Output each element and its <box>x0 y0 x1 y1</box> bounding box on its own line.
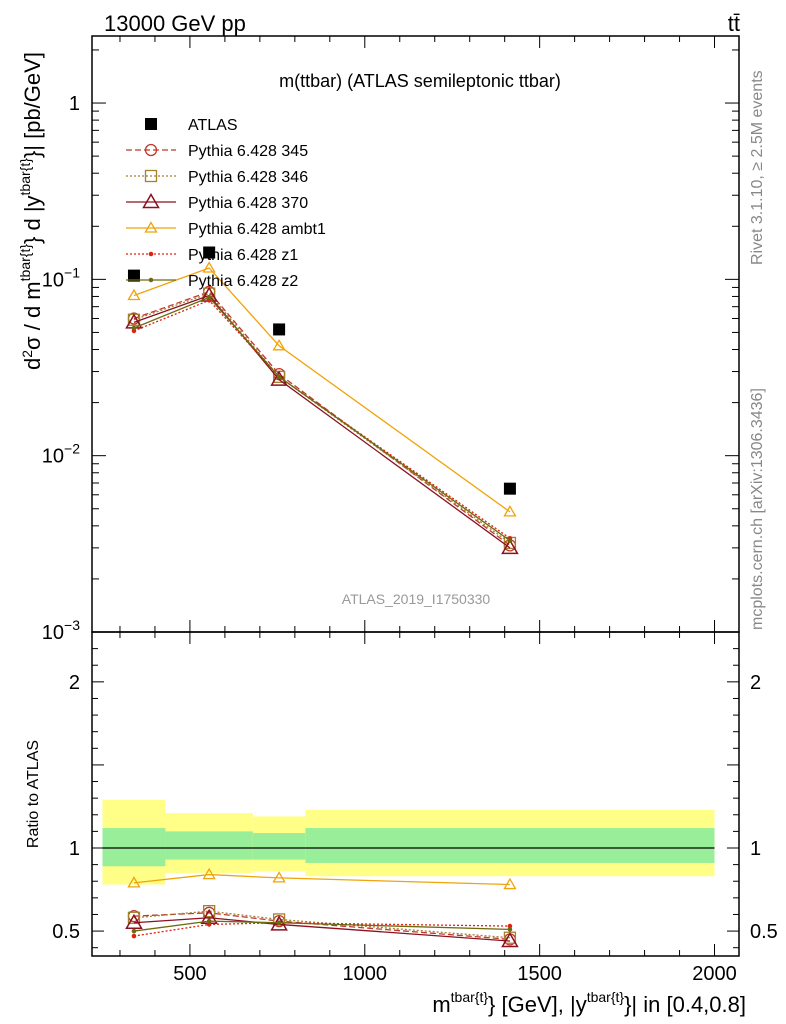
legend-entry-label: ATLAS <box>188 117 238 134</box>
y-axis-label: d2σ / d mtbar{t}} d |ytbar{t}}| [pb/GeV] <box>17 52 45 370</box>
ratio-point-1 <box>203 904 216 918</box>
ratio-point-5 <box>206 918 212 924</box>
ratio-axis-ticks: 0.5 0.5 1 1 2 2 500 1000 1500 2000 <box>52 632 778 985</box>
data-point <box>203 246 216 259</box>
mcplots-label: mcplots.cern.ch [arXiv:1306.3436] <box>749 388 766 630</box>
x-tick-label: 2000 <box>692 963 737 985</box>
series-point-3 <box>503 505 517 517</box>
rivet-label: Rivet 3.1.10, ≥ 2.5M events <box>749 70 766 265</box>
data-point <box>503 482 516 495</box>
ratio-point-4 <box>131 933 137 939</box>
ratio-stat-band <box>165 831 253 860</box>
ratio-panel: 0.5 0.5 1 1 2 2 500 1000 1500 2000 Ratio to ATLAS <box>25 631 778 985</box>
legend-entry-label: Pythia 6.428 345 <box>188 143 308 160</box>
series-line-2 <box>133 294 511 549</box>
ratio-stat-band <box>305 828 715 863</box>
legend-entry-label: Pythia 6.428 z2 <box>188 273 298 290</box>
series-point-3 <box>127 288 141 301</box>
main-panel: 1 10−1 10−2 10−3 m(ttbar) (ATLAS semilepton… <box>42 35 740 644</box>
ratio-point-5 <box>507 927 513 932</box>
series-point-5 <box>131 325 137 331</box>
main-y-tick-label: 10−3 <box>42 617 80 644</box>
series-line-1 <box>133 292 511 544</box>
ratio-line-0 <box>133 912 510 941</box>
ratio-y-label: Ratio to ATLAS <box>25 740 42 848</box>
ratio-point-5 <box>276 920 282 926</box>
plot-title: m(ttbar) (ATLAS semileptonic ttbar) <box>279 71 561 91</box>
series-line-5 <box>133 296 511 542</box>
ratio-line-3 <box>133 873 510 886</box>
ratio-point-3 <box>503 877 517 890</box>
main-y-tick-label: 10−2 <box>42 441 80 468</box>
ratio-y-tick-label-right: 2 <box>750 672 761 694</box>
header-right: tt̄ <box>728 11 740 36</box>
ratio-line-5 <box>133 920 510 932</box>
watermark: ATLAS_2019_I1750330 <box>342 591 491 607</box>
ratio-y-tick-label: 0.5 <box>52 921 80 943</box>
svg-text:d2σ / d mtbar{t}} d |ytbar{t}}: d2σ / d mtbar{t}} d |ytbar{t}}| [pb/GeV] <box>17 52 45 370</box>
legend: ATLAS Pythia 6.428 345 Pythia 6.428 346 Pyt… <box>126 117 326 290</box>
ratio-y-tick-label: 2 <box>69 672 80 694</box>
ratio-stat-band <box>102 828 166 867</box>
svg-text:mtbar{t}} [GeV], |ytbar{t}}| i: mtbar{t}} [GeV], |ytbar{t}}| in [0.4,0.8… <box>432 989 746 1017</box>
ratio-point-1 <box>127 911 141 924</box>
legend-marker <box>148 251 154 257</box>
main-y-tick-label: 1 <box>69 93 80 115</box>
x-axis-label: mtbar{t}} [GeV], |ytbar{t}}| in [0.4,0.8… <box>432 989 746 1017</box>
ratio-point-2 <box>125 913 143 930</box>
data-point <box>273 323 286 336</box>
ratio-y-tick-label: 1 <box>69 838 80 860</box>
ratio-point-3 <box>202 867 216 880</box>
main-series-group <box>125 246 519 555</box>
main-y-tick-label: 10−1 <box>42 264 80 291</box>
legend-marker <box>144 221 158 233</box>
ratio-line-1 <box>133 910 510 939</box>
ratio-line-2 <box>133 917 510 942</box>
ratio-point-2 <box>501 932 519 948</box>
legend-entry-label: Pythia 6.428 370 <box>188 195 308 212</box>
series-line-3 <box>133 267 511 513</box>
series-point-5 <box>507 538 513 543</box>
series-point-5 <box>276 374 282 380</box>
ratio-point-5 <box>131 928 137 934</box>
legend-marker <box>144 169 158 183</box>
ratio-point-3 <box>272 871 286 883</box>
legend-entry-label: Pythia 6.428 z1 <box>188 247 298 264</box>
data-point <box>127 269 140 282</box>
ratio-frame <box>91 631 740 957</box>
series-line-0 <box>133 291 511 546</box>
ratio-line-4 <box>133 922 510 937</box>
series-point-2 <box>501 538 519 555</box>
x-tick-label: 1000 <box>343 963 388 985</box>
x-tick-label: 500 <box>173 963 206 985</box>
ratio-bands <box>102 799 715 885</box>
legend-marker <box>144 143 158 157</box>
main-axis-ticks: 1 10−1 10−2 10−3 <box>42 36 739 644</box>
series-point-3 <box>272 338 286 351</box>
ratio-point-3 <box>127 876 141 888</box>
series-point-3 <box>202 261 216 273</box>
legend-marker <box>145 118 157 130</box>
header-left: 13000 GeV pp <box>104 11 246 36</box>
ratio-stat-band <box>252 833 306 860</box>
ratio-y-tick-label-right: 1 <box>750 838 761 860</box>
series-point-2 <box>270 370 288 386</box>
series-point-5 <box>206 295 212 300</box>
legend-entry-label: Pythia 6.428 ambt1 <box>188 221 326 238</box>
ratio-y-tick-label-right: 0.5 <box>750 921 778 943</box>
legend-entry-label: Pythia 6.428 346 <box>188 169 308 186</box>
ratio-series-group <box>125 867 519 948</box>
legend-marker <box>148 277 154 283</box>
x-tick-label: 1500 <box>517 963 562 985</box>
legend-marker <box>142 192 160 209</box>
series-line-4 <box>133 299 511 539</box>
